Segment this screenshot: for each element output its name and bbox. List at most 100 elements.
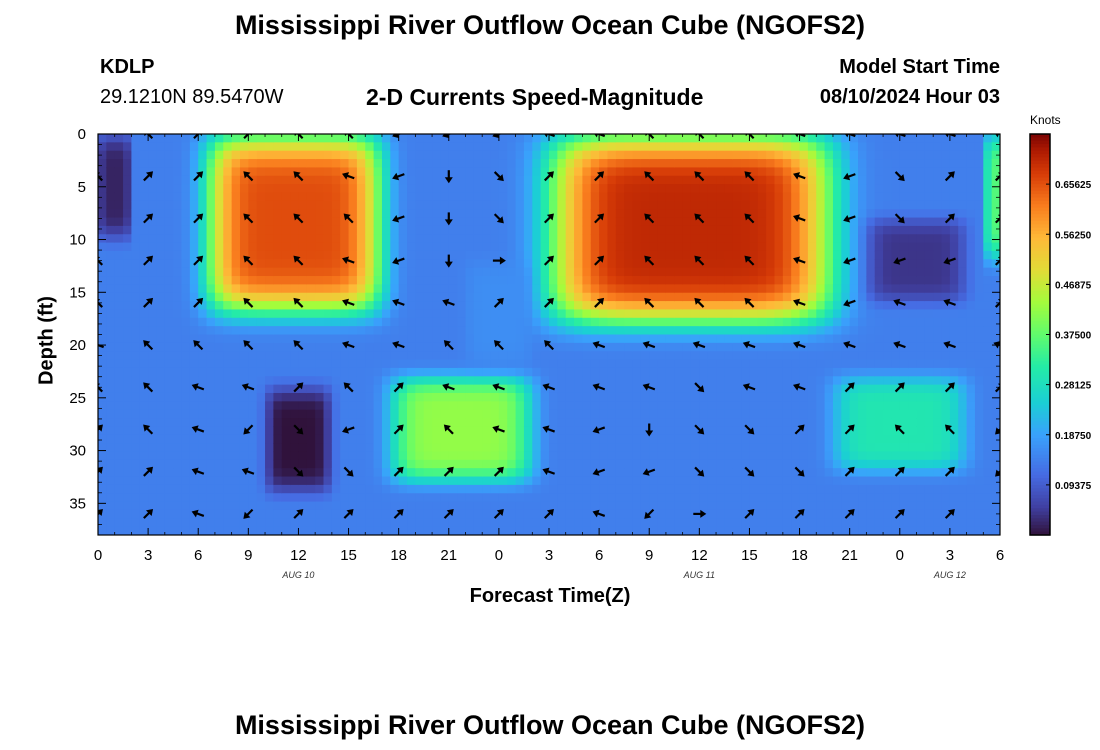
- heatmap-cell: [908, 434, 918, 444]
- heatmap-cell: [615, 242, 625, 252]
- heatmap-cell: [281, 493, 291, 503]
- heatmap-cell: [457, 493, 467, 503]
- heatmap-cell: [682, 317, 692, 327]
- heatmap-cell: [557, 250, 567, 260]
- heatmap-cell: [807, 209, 817, 219]
- heatmap-cell: [841, 184, 851, 194]
- heatmap-cell: [265, 142, 274, 152]
- heatmap-cell: [674, 526, 684, 535]
- heatmap-cell: [782, 351, 792, 361]
- heatmap-cell: [791, 359, 801, 369]
- heatmap-cell: [841, 418, 851, 427]
- heatmap-cell: [665, 484, 675, 494]
- heatmap-cell: [106, 376, 116, 386]
- heatmap-cell: [231, 476, 241, 486]
- heatmap-cell: [832, 443, 842, 453]
- heatmap-cell: [482, 451, 492, 461]
- heatmap-cell: [415, 276, 425, 285]
- heatmap-cell: [515, 200, 525, 210]
- heatmap-cell: [490, 376, 500, 386]
- heatmap-cell: [832, 384, 842, 394]
- heatmap-cell: [423, 267, 433, 277]
- heatmap-cell: [490, 484, 500, 494]
- heatmap-cell: [123, 376, 133, 386]
- heatmap-cell: [356, 225, 366, 235]
- heatmap-cell: [323, 159, 333, 169]
- heatmap-cell: [273, 167, 283, 177]
- heatmap-cell: [766, 326, 776, 336]
- heatmap-cell: [407, 276, 416, 285]
- heatmap-cell: [883, 493, 893, 503]
- heatmap-cell: [507, 184, 517, 194]
- heatmap-cell: [223, 301, 233, 311]
- heatmap-cell: [423, 317, 433, 327]
- heatmap-cell: [473, 192, 483, 202]
- heatmap-cell: [281, 484, 291, 494]
- heatmap-cell: [181, 175, 191, 185]
- heatmap-cell: [365, 359, 375, 369]
- heatmap-cell: [273, 292, 283, 302]
- heatmap-cell: [899, 434, 909, 444]
- heatmap-cell: [198, 401, 208, 411]
- heatmap-cell: [173, 526, 183, 535]
- heatmap-cell: [281, 284, 291, 294]
- heatmap-cell: [356, 334, 366, 344]
- heatmap-cell: [632, 142, 642, 152]
- heatmap-cell: [782, 518, 792, 528]
- heatmap-cell: [206, 426, 216, 436]
- heatmap-cell: [465, 267, 475, 277]
- heatmap-cell: [724, 150, 734, 160]
- heatmap-cell: [398, 367, 408, 377]
- heatmap-cell: [507, 459, 517, 469]
- heatmap-cell: [156, 476, 166, 486]
- heatmap-cell: [716, 259, 725, 269]
- heatmap-cell: [139, 509, 149, 519]
- heatmap-cell: [265, 351, 274, 361]
- heatmap-cell: [248, 292, 258, 302]
- heatmap-cell: [432, 426, 442, 436]
- heatmap-cell: [273, 459, 283, 469]
- heatmap-cell: [699, 426, 709, 436]
- heatmap-cell: [949, 518, 959, 528]
- heatmap-cell: [540, 192, 550, 202]
- heatmap-cell: [816, 518, 826, 528]
- heatmap-cell: [908, 359, 918, 369]
- heatmap-cell: [164, 184, 174, 194]
- heatmap-cell: [273, 426, 283, 436]
- heatmap-cell: [916, 342, 926, 352]
- heatmap-cell: [131, 150, 141, 160]
- heatmap-cell: [941, 167, 951, 177]
- heatmap-cell: [632, 376, 642, 386]
- heatmap-cell: [298, 367, 308, 377]
- heatmap-cell: [599, 451, 609, 461]
- heatmap-cell: [824, 484, 834, 494]
- heatmap-cell: [540, 359, 550, 369]
- heatmap-cell: [164, 384, 174, 394]
- heatmap-cell: [373, 142, 383, 152]
- heatmap-cell: [774, 225, 784, 235]
- heatmap-cell: [724, 501, 734, 511]
- heatmap-cell: [415, 209, 425, 219]
- heatmap-cell: [164, 292, 174, 302]
- heatmap-cell: [665, 317, 675, 327]
- heatmap-cell: [799, 359, 809, 369]
- heatmap-cell: [323, 175, 333, 185]
- heatmap-cell: [632, 259, 642, 269]
- heatmap-cell: [949, 401, 959, 411]
- heatmap-cell: [874, 217, 884, 227]
- heatmap-cell: [231, 292, 241, 302]
- heatmap-cell: [807, 476, 817, 486]
- heatmap-cell: [874, 443, 884, 453]
- heatmap-cell: [206, 292, 216, 302]
- heatmap-cell: [941, 459, 951, 469]
- heatmap-cell: [640, 451, 650, 461]
- heatmap-cell: [398, 468, 408, 478]
- heatmap-cell: [465, 284, 475, 294]
- heatmap-cell: [916, 159, 926, 169]
- heatmap-cell: [106, 418, 116, 427]
- heatmap-cell: [423, 484, 433, 494]
- heatmap-cell: [181, 267, 191, 277]
- heatmap-cell: [615, 317, 625, 327]
- heatmap-cell: [841, 142, 851, 152]
- heatmap-cell: [615, 200, 625, 210]
